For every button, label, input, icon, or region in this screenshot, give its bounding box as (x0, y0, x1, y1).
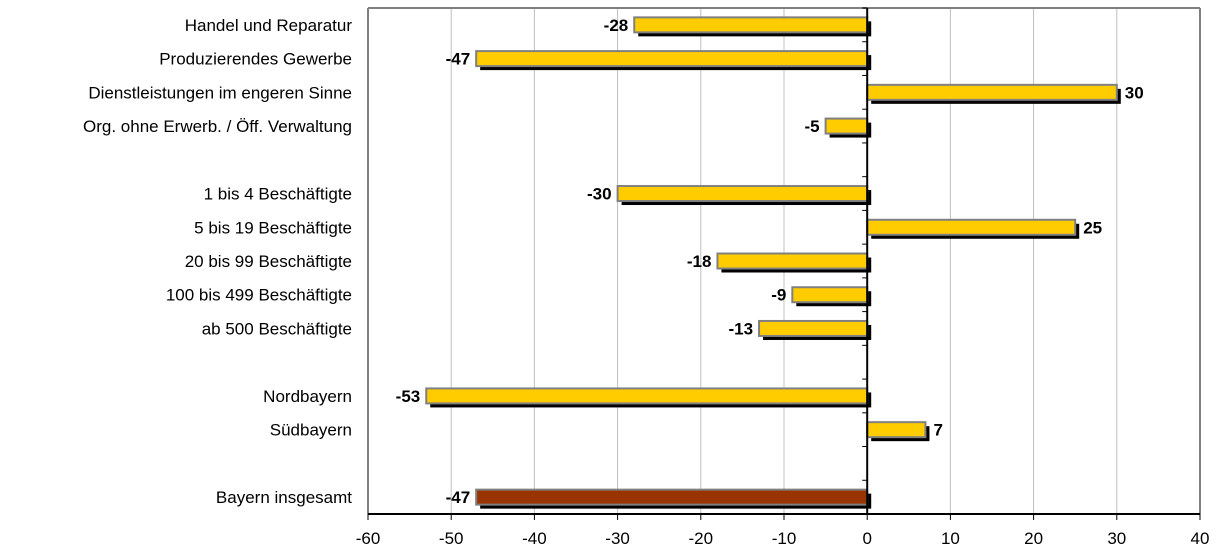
category-label: 100 bis 499 Beschäftigte (166, 286, 352, 305)
data-label: -30 (587, 185, 612, 204)
data-label: -28 (604, 16, 629, 35)
category-label: Dienstleistungen im engeren Sinne (88, 83, 352, 102)
bar (475, 50, 869, 68)
category-label: 20 bis 99 Beschäftigte (185, 252, 352, 271)
bar (866, 421, 927, 439)
bar (425, 387, 869, 405)
bars (425, 16, 1118, 506)
x-tick-label: 10 (941, 529, 960, 548)
bar (633, 16, 869, 34)
x-tick-label: 40 (1191, 529, 1210, 548)
x-tick-label: -50 (439, 529, 464, 548)
data-label: -53 (396, 387, 421, 406)
bar (866, 83, 1118, 101)
category-label: Südbayern (270, 421, 352, 440)
category-label: Bayern insgesamt (216, 488, 352, 507)
category-label: 1 bis 4 Beschäftigte (204, 185, 352, 204)
category-label: ab 500 Beschäftigte (202, 319, 352, 338)
x-tick-label: -60 (356, 529, 381, 548)
bar (824, 117, 869, 135)
bar (791, 286, 869, 304)
data-label: -13 (728, 319, 753, 338)
bar (475, 488, 869, 506)
data-label: 30 (1125, 83, 1144, 102)
axes (367, 7, 1201, 520)
bar (616, 185, 869, 203)
category-label: Nordbayern (263, 387, 352, 406)
x-tick-label: 20 (1024, 529, 1043, 548)
labels: -28 Handel und Reparatur -47 Produzierendes… (83, 16, 1209, 548)
data-label: -18 (687, 252, 712, 271)
data-label: -9 (771, 286, 786, 305)
category-label: Handel und Reparatur (185, 16, 353, 35)
category-label: Produzierendes Gewerbe (159, 50, 352, 69)
category-label: Org. ohne Erwerb. / Öff. Verwaltung (83, 117, 352, 136)
data-label: -47 (446, 50, 471, 69)
x-tick-label: -40 (522, 529, 547, 548)
bar (716, 252, 869, 270)
x-tick-label: 0 (862, 529, 871, 548)
x-tick-label: -10 (772, 529, 797, 548)
x-tick-label: -20 (689, 529, 714, 548)
x-tick-label: -30 (605, 529, 630, 548)
data-label: 25 (1083, 218, 1102, 237)
data-label: -5 (804, 117, 819, 136)
bar (758, 319, 869, 337)
data-label: -47 (446, 488, 471, 507)
data-label: 7 (933, 421, 942, 440)
x-tick-label: 30 (1107, 529, 1126, 548)
category-label: 5 bis 19 Beschäftigte (194, 218, 352, 237)
bar (866, 218, 1077, 236)
